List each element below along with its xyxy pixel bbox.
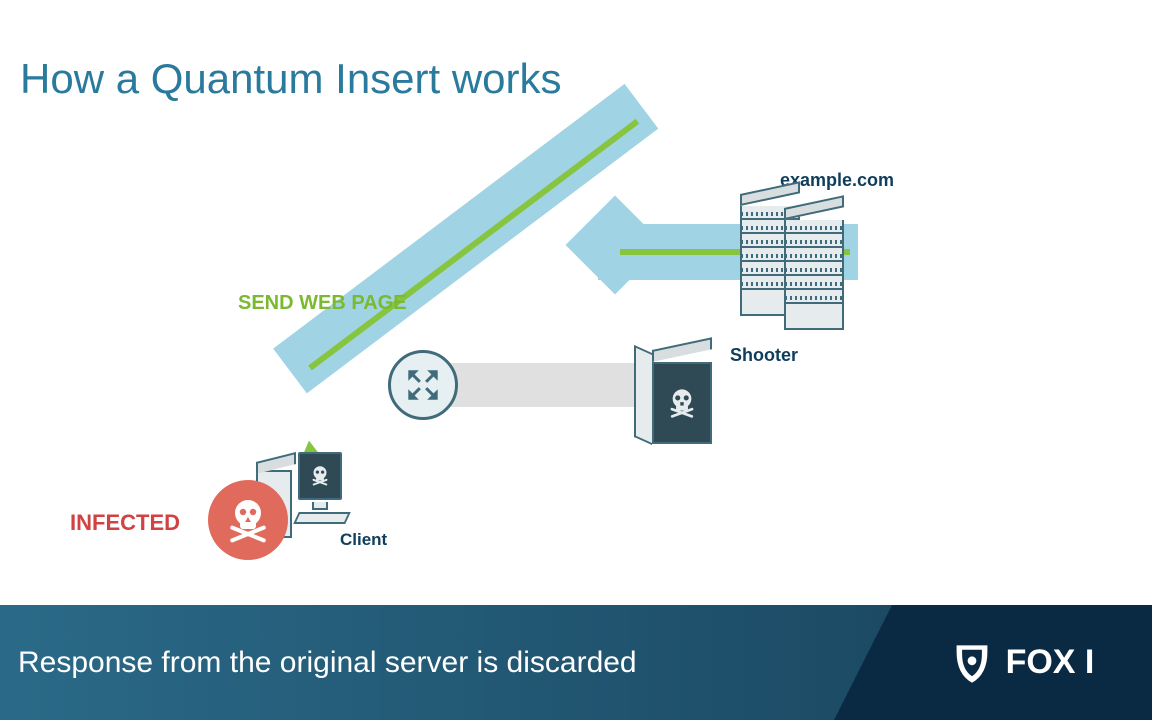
footer-bar: Response from the original server is dis… [0,605,1152,720]
footer-caption: Response from the original server is dis… [0,605,892,720]
fox-shield-icon [950,641,994,685]
router-node [388,350,458,420]
client-label: Client [340,530,387,550]
footer-brand: FOX I [892,605,1152,720]
server-example-front [784,208,844,330]
diagram-canvas: example.com Shooter Client INFECTED SEND… [0,150,1152,580]
footer-brand-text: FOX I [1006,643,1095,682]
server-label-shooter: Shooter [730,345,798,366]
skull-icon [665,386,699,420]
skull-crossbones-icon [223,495,273,545]
server-shooter [652,350,712,444]
send-web-page-label: SEND WEB PAGE [238,292,407,315]
router-arrows-icon [402,364,444,406]
skull-icon [307,463,333,489]
page-title: How a Quantum Insert works [20,55,562,103]
infected-label: INFECTED [70,510,180,536]
infected-badge [208,480,288,560]
